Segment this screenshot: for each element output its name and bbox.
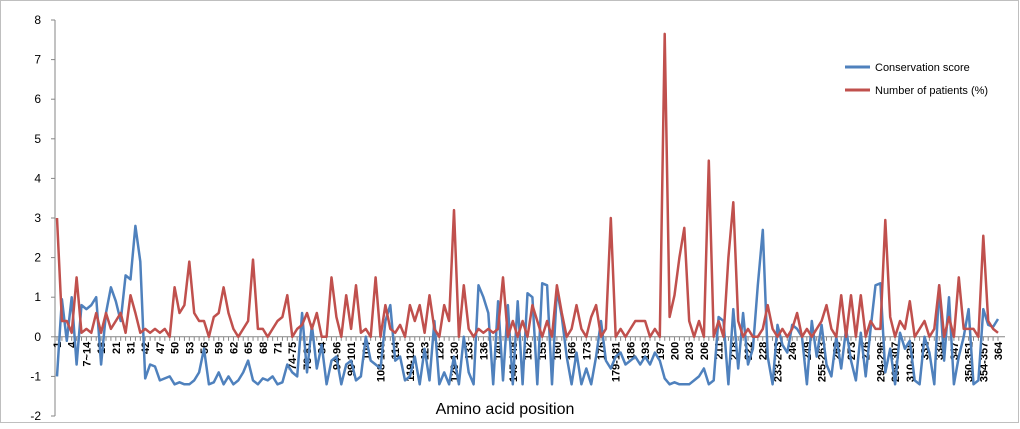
x-axis-title: Amino acid position [436,401,575,418]
y-tick-label: 3 [34,211,41,225]
x-tick-label: 71 [273,342,285,354]
y-tick-label: 0 [34,330,41,344]
x-tick-label: 56 [199,342,211,354]
x-tick-label: 50 [170,342,182,354]
x-tick-label: 173 [581,342,593,360]
x-tick-label: 53 [184,342,196,354]
x-tick-label: 206 [699,342,711,360]
x-tick-label: 246 [787,342,799,360]
x-tick-label: 136 [478,342,490,360]
series-line [55,224,1000,386]
x-tick-label: 99-101 [346,342,358,376]
x-tick-label: 4 [67,341,79,348]
x-tick-label: 42 [140,342,152,354]
x-tick-label: 186 [625,342,637,360]
legend-label: Number of patients (%) [875,85,988,97]
x-tick-label: 47 [155,342,167,354]
y-tick-label: -2 [30,409,41,423]
x-tick-label: 59 [214,342,226,354]
x-tick-label: 119-120 [405,342,417,382]
series-line [55,32,999,339]
x-tick-label: 200 [670,342,682,360]
y-tick-label: 6 [34,92,41,106]
x-tick-label: 65 [243,342,255,354]
x-tick-label: 74-75 [287,342,299,370]
y-tick-label: 4 [34,171,41,185]
x-tick-label: 21 [111,342,123,354]
x-tick-label: 68 [258,342,270,354]
x-tick-label: 193 [640,342,652,360]
y-tick-label: 2 [34,251,41,265]
x-tick-label: 31 [126,342,138,354]
x-tick-label: 62 [228,342,240,354]
y-tick-label: 5 [34,132,41,146]
x-tick-label: 203 [684,342,696,360]
x-tick-label: 7~14 [81,341,93,367]
y-tick-label: 1 [34,290,41,304]
x-tick-label: 364 [993,341,1005,360]
y-tick-label: 8 [34,13,41,27]
legend-label: Conservation score [875,62,970,74]
y-tick-label: -1 [30,369,41,383]
y-tick-label: 7 [34,53,41,67]
